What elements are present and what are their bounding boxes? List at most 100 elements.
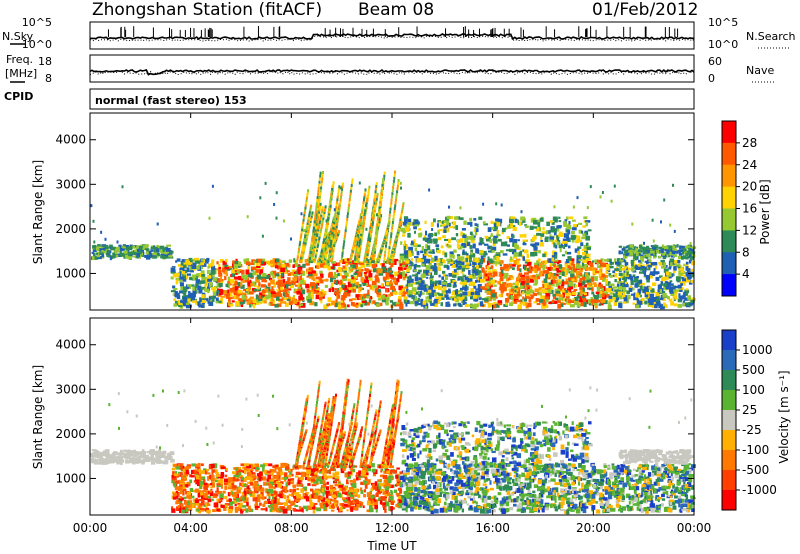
power-cell [383,270,388,273]
power-cell [329,244,332,248]
power-cell [668,298,673,302]
power-cell [324,241,327,244]
power-cell [300,260,303,264]
power-cell [426,295,430,299]
power-cell [320,250,323,254]
power-cell [296,257,299,261]
power-cell [326,221,329,225]
power-cell [293,260,298,264]
power-cell [304,231,307,235]
power-cell [566,251,572,255]
power-cell [239,270,242,273]
power-cell [354,255,357,259]
power-cell [371,257,374,261]
power-cell [272,274,276,278]
power-cell [313,248,316,252]
power-cell [338,304,342,310]
power-cell [333,226,336,230]
power-cell [366,253,369,257]
power-cell [638,263,641,267]
power-cell [522,241,526,244]
power-cell [442,220,446,223]
power-cell [463,243,467,248]
power-cell [444,238,449,242]
power-cell [320,211,323,215]
power-cell [414,256,419,259]
power-cell [317,189,320,193]
power-cell [351,298,357,301]
power-cell [258,261,264,265]
power-cell [198,303,203,308]
power-cell [367,248,370,252]
power-cell [406,268,410,273]
power-cell [184,288,187,292]
power-cell [358,239,361,243]
power-cell [280,287,283,291]
power-cell [490,248,493,253]
power-cell [599,195,602,199]
power-cell [420,287,426,291]
power-cell [418,291,422,296]
power-cell [542,253,546,258]
power-cell [558,275,562,279]
power-cell [250,304,253,307]
power-cell [127,256,133,260]
power-cell [668,245,673,248]
power-cell [609,275,613,278]
power-cell [539,270,544,274]
power-cell [649,250,655,254]
power-cell [586,282,592,286]
power-cell [463,297,468,302]
power-cell [455,225,459,231]
power-cell [539,217,544,222]
power-cell [362,283,366,286]
power-cell [584,284,587,288]
power-cell [304,241,307,245]
power-cell [568,281,574,287]
power-cell [545,296,550,301]
power-cell [440,302,443,307]
power-cell [309,289,313,293]
power-cell [545,273,550,279]
power-cell [337,212,340,215]
power-cell [183,293,186,296]
power-cell [512,267,515,271]
power-cell [540,295,545,300]
power-cell [266,295,269,300]
power-cell [261,234,264,238]
velocity-cell [516,496,520,499]
power-cell [425,299,428,304]
power-cell [596,262,599,266]
power-cell [179,278,183,284]
power-cell [251,266,257,271]
power-cell [119,253,124,257]
power-cell [335,230,338,234]
power-cell [366,257,368,261]
power-cell [379,195,382,198]
power-cell [312,250,315,254]
power-cell [652,297,658,302]
power-cell [510,292,513,295]
power-cell [411,296,415,300]
power-cell [319,292,325,297]
power-cell [431,289,436,293]
power-cell [605,282,610,286]
power-cell [346,215,349,218]
freq-left-tick-bottom: 8 [45,72,52,85]
power-cell [239,301,244,305]
power-cell [339,279,343,285]
power-cell [306,223,309,227]
power-cell [333,280,337,284]
power-cell [459,206,462,210]
velocity-cell [278,491,282,495]
power-cell [430,251,434,254]
power-cell [361,231,364,235]
power-cell [344,260,350,264]
power-cell [485,264,489,270]
power-ytick-label: 3000 [55,177,86,191]
power-cell [572,292,577,296]
power-cell [263,288,269,293]
power-cell [504,268,510,272]
power-cell [500,203,503,207]
power-cell [162,248,168,253]
